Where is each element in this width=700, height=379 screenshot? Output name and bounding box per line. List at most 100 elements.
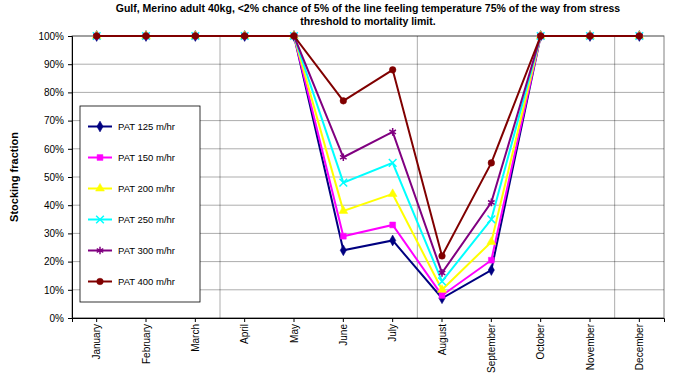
x-tick-mark bbox=[442, 318, 443, 322]
series-marker bbox=[587, 33, 593, 39]
series-marker bbox=[241, 32, 248, 40]
series-marker bbox=[587, 32, 594, 40]
y-tick: 50% bbox=[44, 172, 72, 183]
series-marker bbox=[143, 33, 150, 40]
series-marker bbox=[388, 189, 397, 197]
x-tick-label: May bbox=[289, 324, 300, 343]
series-marker bbox=[340, 233, 346, 239]
x-tick-label: March bbox=[190, 324, 201, 352]
x-tick: April bbox=[239, 318, 250, 344]
series-marker bbox=[636, 33, 642, 39]
y-tick-label: 0% bbox=[50, 313, 65, 324]
y-tick-label: 50% bbox=[44, 172, 64, 183]
x-tick-label: October bbox=[535, 323, 546, 359]
series-marker bbox=[291, 33, 298, 40]
series-marker bbox=[340, 153, 347, 161]
legend-marker bbox=[97, 247, 104, 255]
y-tick-label: 80% bbox=[44, 87, 64, 98]
x-tick-mark bbox=[540, 318, 541, 322]
x-tick-label: November bbox=[585, 323, 596, 370]
chart-title: threshold to mortality limit. bbox=[300, 15, 435, 27]
x-tick-label: December bbox=[634, 323, 645, 370]
y-tick-mark bbox=[68, 318, 72, 319]
y-tick-mark bbox=[68, 149, 72, 150]
series-marker bbox=[439, 269, 446, 277]
x-tick-mark bbox=[392, 318, 393, 322]
series-marker bbox=[192, 32, 199, 40]
x-tick: September bbox=[486, 318, 497, 373]
y-tick-label: 30% bbox=[44, 228, 64, 239]
y-tick-label: 10% bbox=[44, 285, 64, 296]
series-marker bbox=[142, 32, 150, 40]
series-marker bbox=[192, 32, 200, 40]
y-tick-label: 70% bbox=[44, 115, 64, 126]
x-tick-label: September bbox=[486, 323, 497, 373]
series-marker bbox=[439, 253, 446, 260]
y-tick: 100% bbox=[38, 31, 72, 42]
series-marker bbox=[291, 32, 298, 40]
legend-label: PAT 125 m/hr bbox=[118, 121, 175, 132]
y-tick: 30% bbox=[44, 228, 72, 239]
series-marker bbox=[586, 32, 594, 40]
series-marker bbox=[390, 222, 396, 228]
x-tick-label: February bbox=[141, 324, 152, 364]
y-tick: 60% bbox=[44, 144, 72, 155]
series-marker bbox=[438, 285, 447, 293]
series-marker bbox=[93, 32, 101, 40]
y-axis: 0%10%20%30%40%50%60%70%80%90%100% bbox=[38, 31, 72, 324]
series-marker bbox=[389, 67, 396, 74]
x-tick-mark bbox=[343, 318, 344, 322]
x-tick-mark bbox=[195, 318, 196, 322]
y-axis-line bbox=[68, 37, 73, 319]
y-tick: 70% bbox=[44, 115, 72, 126]
series-marker bbox=[143, 32, 150, 40]
series-marker bbox=[94, 33, 100, 39]
grid-line bbox=[72, 64, 664, 65]
chart: 0%10%20%30%40%50%60%70%80%90%100%January… bbox=[0, 0, 700, 379]
category-divider bbox=[417, 36, 418, 318]
y-tick-label: 60% bbox=[44, 144, 64, 155]
category-divider bbox=[614, 36, 615, 318]
x-tick: May bbox=[289, 318, 300, 343]
y-tick-mark bbox=[68, 233, 72, 234]
x-tick: June bbox=[338, 318, 349, 346]
legend-box bbox=[80, 106, 200, 302]
series-marker bbox=[439, 293, 445, 299]
x-tick-label: January bbox=[91, 324, 102, 360]
grid bbox=[72, 36, 664, 318]
y-tick-mark bbox=[68, 64, 72, 65]
x-tick-label: April bbox=[239, 324, 250, 344]
series-marker bbox=[340, 179, 348, 187]
y-tick: 10% bbox=[44, 285, 72, 296]
series-marker bbox=[636, 32, 644, 40]
series-marker bbox=[487, 237, 496, 245]
x-tick-label: June bbox=[338, 324, 349, 346]
series-marker bbox=[488, 160, 495, 167]
y-tick: 20% bbox=[44, 256, 72, 267]
series-marker bbox=[340, 98, 347, 105]
legend-marker bbox=[96, 183, 105, 191]
plot-area bbox=[72, 36, 664, 318]
y-tick-mark bbox=[68, 36, 72, 37]
x-tick-mark bbox=[294, 318, 295, 322]
y-tick: 90% bbox=[44, 59, 72, 70]
y-axis-title: Stocking fraction bbox=[8, 132, 20, 222]
series-marker bbox=[143, 33, 149, 39]
series-marker bbox=[192, 33, 199, 40]
series-marker bbox=[242, 33, 248, 39]
series-marker bbox=[488, 199, 495, 207]
series-marker bbox=[389, 128, 396, 136]
series-marker bbox=[390, 235, 396, 246]
y-tick-mark bbox=[68, 205, 72, 206]
x-tick-mark bbox=[244, 318, 245, 322]
x-axis-line bbox=[73, 319, 665, 323]
series-marker bbox=[389, 159, 397, 167]
series-marker bbox=[537, 32, 544, 40]
x-tick: October bbox=[535, 318, 546, 360]
legend: PAT 125 m/hrPAT 150 m/hrPAT 200 m/hrPAT … bbox=[80, 106, 200, 302]
y-tick-mark bbox=[68, 290, 72, 291]
legend-label: PAT 250 m/hr bbox=[118, 214, 175, 225]
y-tick-mark bbox=[68, 262, 72, 263]
series-marker bbox=[488, 215, 496, 223]
series-marker bbox=[636, 33, 643, 40]
